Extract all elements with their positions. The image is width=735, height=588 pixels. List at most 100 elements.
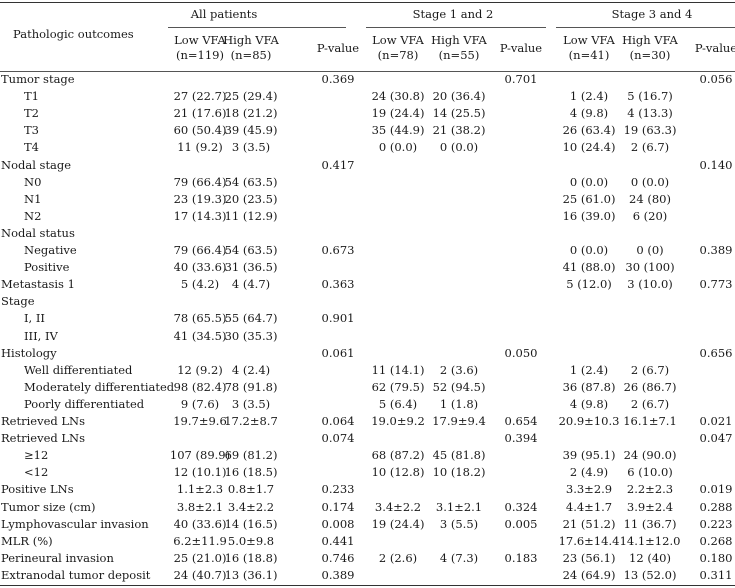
cell-high-vfa-all: 54 (63.5) (224, 174, 278, 189)
cell-low-vfa-all: 79 (66.4) (173, 174, 227, 189)
cell-high-vfa-all: 20 (23.5) (224, 191, 278, 206)
subheader-line: Low VFA (563, 33, 615, 47)
group-rule-stage-1-2 (366, 27, 546, 28)
cell-high-vfa-stage34: 6 (20) (632, 208, 668, 223)
cell-high-vfa-all: 16 (18.8) (224, 550, 278, 565)
cell-high-vfa-stage34: 13 (52.0) (623, 567, 677, 582)
row-label: III, IV (24, 328, 58, 343)
cell-p-value-stage12: 0.050 (504, 345, 538, 360)
cell-low-vfa-stage12: 68 (87.2) (371, 448, 425, 463)
cell-high-vfa-stage12: 17.9±9.4 (432, 414, 486, 428)
cell-low-vfa-all: 98 (82.4) (173, 379, 227, 394)
subheader-low-vfa-all: Low VFA (n=119) (174, 33, 226, 63)
cell-high-vfa-stage12: 1 (1.8) (439, 396, 479, 411)
subheader-line: P-value (316, 41, 360, 55)
cell-p-value-stage12: 0.701 (504, 72, 538, 86)
row-label: Lymphovascular invasion (1, 516, 149, 531)
cell-low-vfa-stage34: 23 (56.1) (562, 550, 616, 565)
cell-p-value-stage34: 0.773 (699, 277, 733, 292)
cell-low-vfa-stage34: 2 (4.9) (569, 465, 609, 480)
subheader-line: High VFA (223, 33, 279, 47)
cell-high-vfa-all: 11 (12.9) (224, 208, 278, 223)
cell-low-vfa-stage34: 10 (24.4) (562, 140, 616, 155)
cell-low-vfa-stage12: 10 (12.8) (371, 465, 425, 480)
cell-low-vfa-stage34: 20.9±10.3 (558, 414, 620, 428)
cell-low-vfa-stage34: 36 (87.8) (562, 379, 616, 394)
cell-p-value-stage34: 0.389 (699, 243, 733, 257)
cell-high-vfa-stage12: 4 (7.3) (439, 550, 479, 565)
cell-low-vfa-all: 17 (14.3) (173, 208, 227, 223)
cell-high-vfa-all: 5.0±9.8 (227, 533, 275, 548)
cell-p-value-stage12: 0.394 (504, 431, 538, 446)
group-header-all-patients: All patients (190, 7, 258, 21)
cell-low-vfa-stage34: 26 (63.4) (562, 123, 616, 138)
cell-high-vfa-all: 25 (29.4) (224, 89, 278, 104)
row-label: Tumor stage (1, 72, 75, 86)
cell-low-vfa-stage34: 25 (61.0) (562, 191, 616, 206)
row-label: Perineural invasion (1, 550, 114, 565)
cell-p-value-stage34: 0.288 (699, 499, 733, 514)
row-label: Tumor size (cm) (1, 499, 96, 514)
cell-low-vfa-stage34: 1 (2.4) (569, 89, 609, 104)
row-label: Nodal status (1, 225, 75, 240)
cell-high-vfa-stage12: 20 (36.4) (432, 89, 486, 104)
subheader-line: High VFA (431, 33, 487, 47)
subheader-line: (n=119) (176, 48, 224, 62)
group-rule-stage-3-4 (556, 27, 735, 28)
cell-low-vfa-all: 9 (7.6) (180, 396, 220, 411)
cell-high-vfa-all: 4 (4.7) (231, 277, 271, 292)
row-label: Poorly differentiated (24, 396, 145, 411)
cell-p-value-stage34: 0.656 (699, 345, 733, 360)
cell-p-value-stage12: 0.654 (504, 414, 538, 428)
cell-high-vfa-stage34: 14.1±12.0 (619, 533, 681, 548)
row-label: T3 (24, 123, 39, 138)
row-label: Well differentiated (24, 362, 133, 377)
row-label: Histology (1, 345, 57, 360)
row-label: N2 (24, 208, 42, 223)
cell-low-vfa-stage12: 2 (2.6) (378, 550, 418, 565)
cell-high-vfa-all: 3 (3.5) (231, 140, 271, 155)
subheader-low-vfa-stage12: Low VFA (n=78) (372, 33, 424, 63)
cell-high-vfa-stage34: 16.1±7.1 (623, 414, 677, 428)
bottom-rule (0, 585, 735, 586)
cell-low-vfa-stage34: 4.4±1.7 (565, 499, 613, 514)
cell-high-vfa-stage34: 6 (10.0) (627, 465, 673, 480)
cell-high-vfa-stage12: 14 (25.5) (432, 106, 486, 121)
cell-low-vfa-stage12: 35 (44.9) (371, 123, 425, 138)
cell-low-vfa-stage12: 24 (30.8) (371, 89, 425, 104)
cell-p-value-all: 0.901 (321, 311, 355, 326)
cell-high-vfa-all: 78 (91.8) (224, 379, 278, 394)
row-label: T1 (24, 89, 39, 104)
subheader-line: (n=78) (377, 48, 419, 62)
cell-high-vfa-stage34: 2 (6.7) (630, 396, 670, 411)
cell-p-value-all: 0.064 (321, 414, 355, 428)
cell-high-vfa-all: 3 (3.5) (231, 396, 271, 411)
row-label: MLR (%) (1, 533, 53, 548)
cell-low-vfa-all: 24 (40.7) (173, 567, 227, 582)
subheader-line: (n=85) (230, 48, 272, 62)
subheader-line: Low VFA (174, 33, 226, 47)
top-rule (0, 2, 735, 3)
row-label: Extranodal tumor deposit (1, 567, 151, 582)
cell-low-vfa-stage34: 1 (2.4) (569, 362, 609, 377)
cell-p-value-stage12: 0.324 (504, 499, 538, 514)
cell-low-vfa-stage34: 41 (88.0) (562, 260, 616, 275)
cell-p-value-stage34: 0.021 (699, 414, 733, 428)
cell-high-vfa-all: 16 (18.5) (224, 465, 278, 480)
cell-low-vfa-stage12: 0 (0.0) (378, 140, 418, 155)
cell-low-vfa-all: 6.2±11.9 (173, 533, 227, 548)
cell-high-vfa-stage34: 3.9±2.4 (626, 499, 674, 514)
cell-high-vfa-all: 18 (21.2) (224, 106, 278, 121)
cell-high-vfa-all: 55 (64.7) (224, 311, 278, 326)
cell-high-vfa-stage34: 2.2±2.3 (626, 482, 674, 497)
subheader-line: (n=55) (438, 48, 480, 62)
cell-high-vfa-stage34: 0 (0.0) (630, 174, 670, 189)
cell-low-vfa-stage34: 39 (95.1) (562, 448, 616, 463)
row-label: Metastasis 1 (1, 277, 75, 292)
cell-low-vfa-stage12: 62 (79.5) (371, 379, 425, 394)
cell-p-value-stage34: 0.019 (699, 482, 733, 497)
cell-low-vfa-all: 12 (10.1) (173, 465, 227, 480)
row-label: Moderately differentiated (24, 379, 175, 394)
cell-p-value-all: 0.441 (321, 533, 355, 548)
cell-low-vfa-all: 11 (9.2) (177, 140, 223, 155)
